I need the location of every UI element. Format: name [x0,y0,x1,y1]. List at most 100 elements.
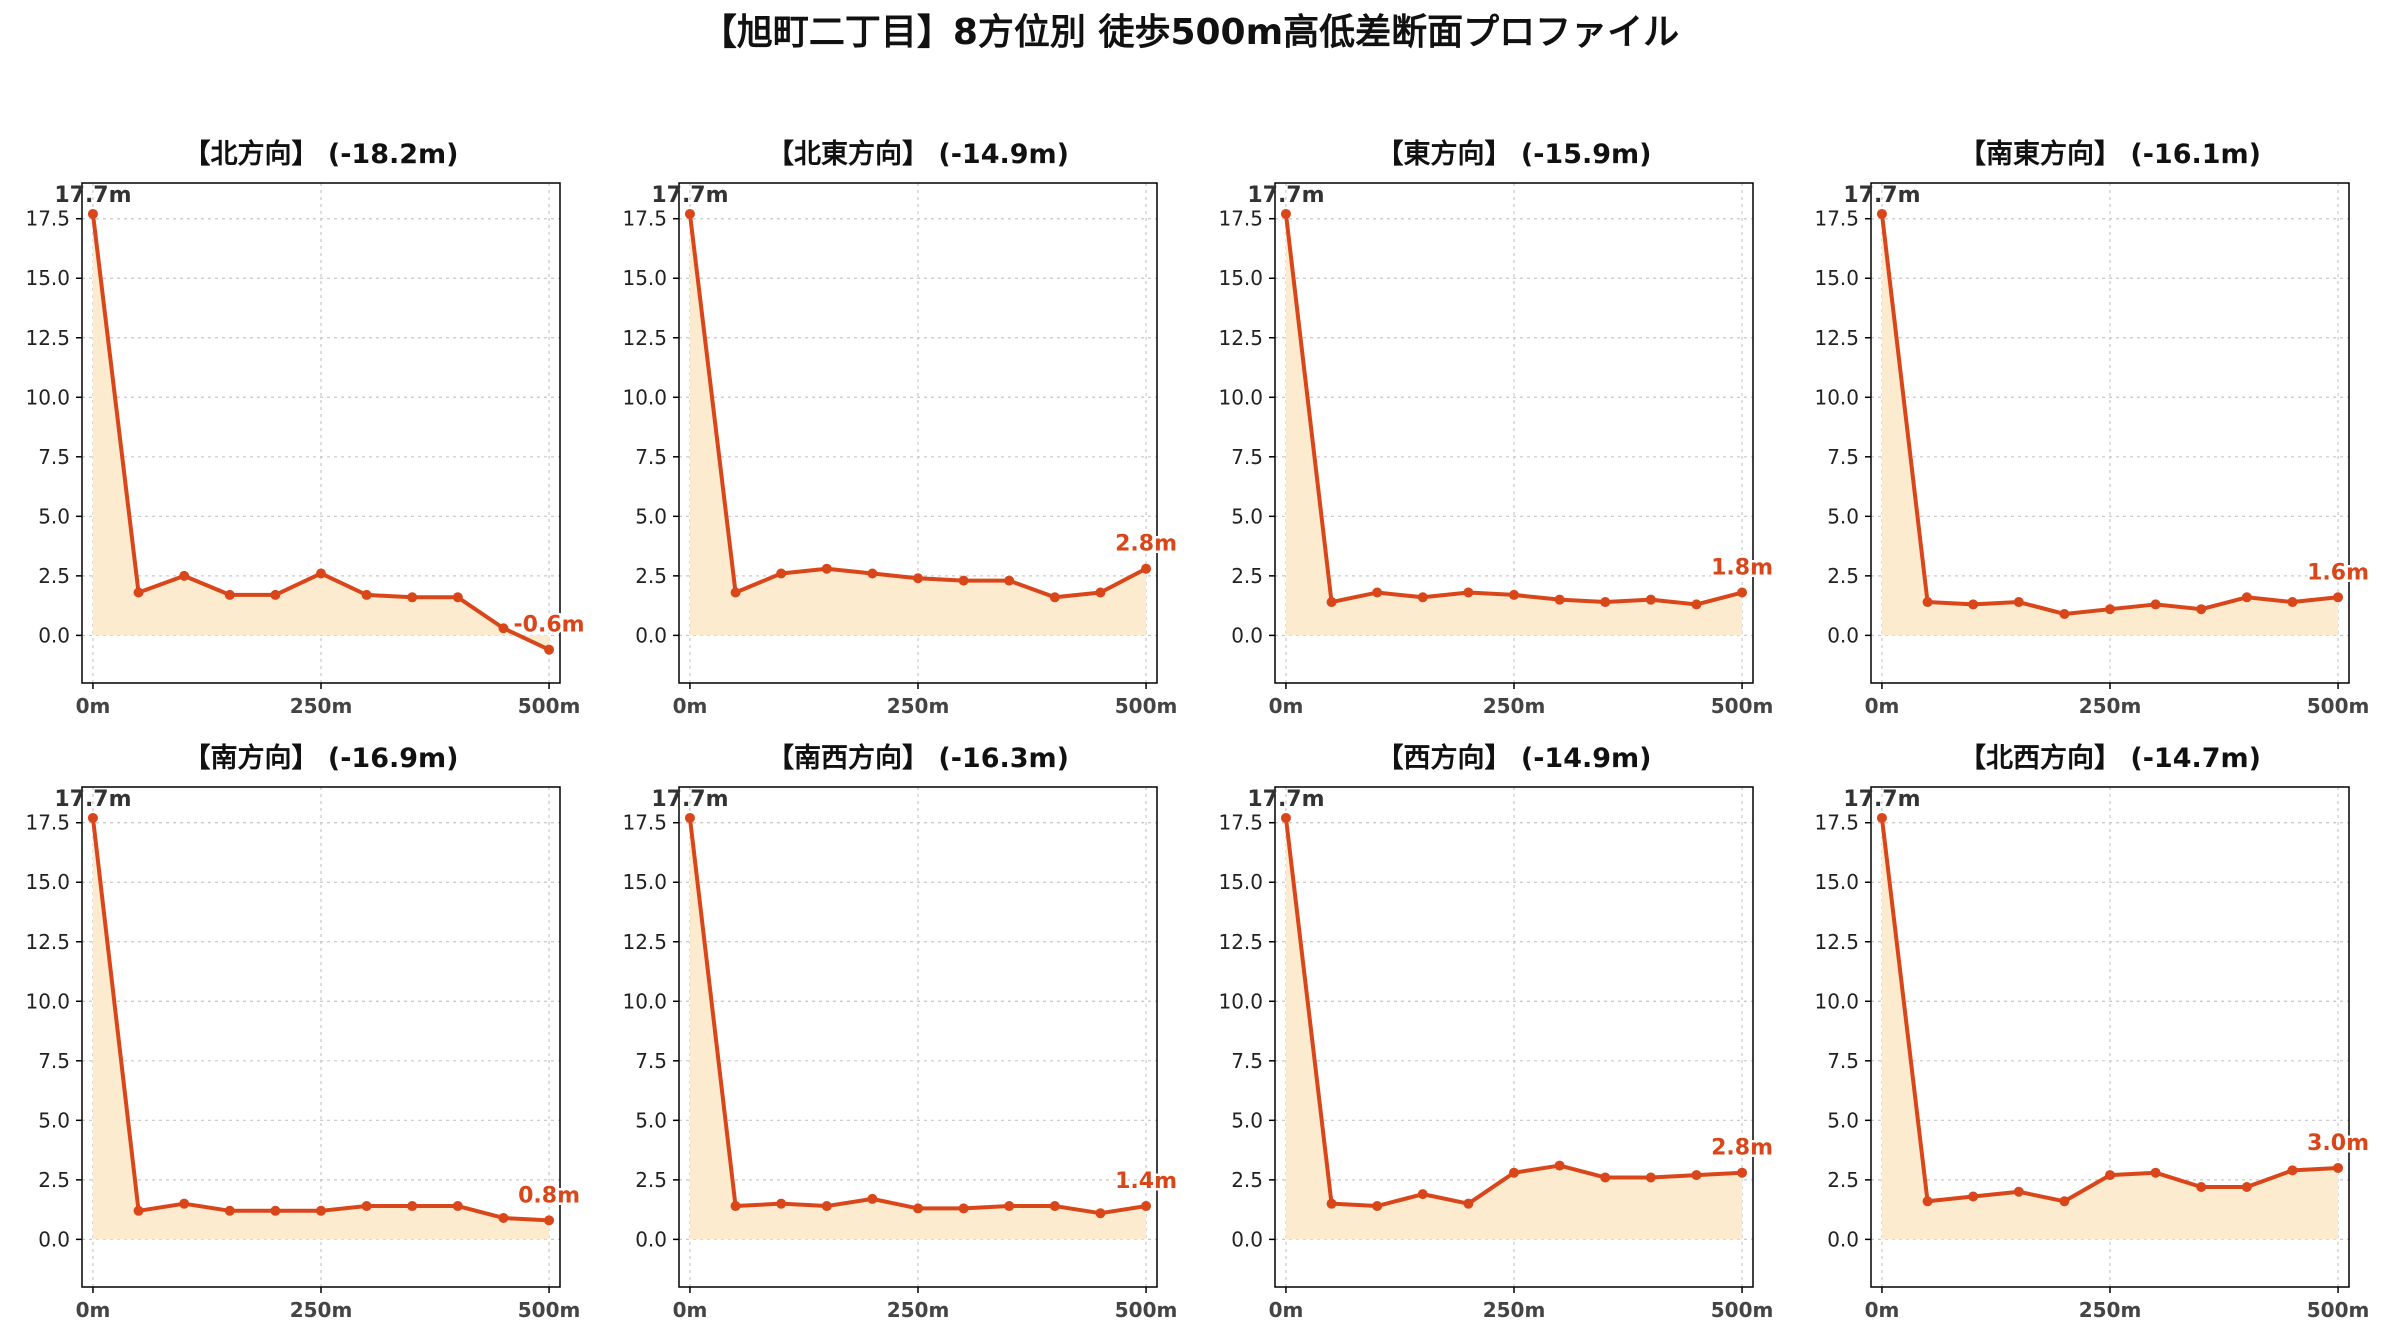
y-tick-label: 0.0 [38,1227,70,1251]
y-tick-label: 17.5 [25,207,70,231]
y-tick-label: 0.0 [635,1227,667,1251]
data-point [2196,1182,2207,1192]
y-tick-label: 0.0 [1231,623,1263,647]
x-tick-label: 250m [887,1298,950,1322]
data-point [1326,1198,1337,1209]
y-tick-label: 7.5 [1827,445,1859,469]
data-point [776,1198,787,1209]
y-tick-label: 5.0 [1231,504,1263,528]
profile-panel: 【北東方向】 (-14.9m) 0.0 2.5 5.0 7.5 10.0 12.5 15.0 1… [622,138,1179,718]
elevation-area [1881,817,2339,1240]
data-point [1141,1201,1152,1212]
profile-panel: 【北西方向】 (-14.7m) 0.0 2.5 5.0 7.5 10.0 12.5 15.0 1… [1814,742,2371,1322]
y-tick-label: 12.5 [622,326,667,350]
x-tick-label: 250m [2079,1298,2142,1322]
y-tick-label: 17.5 [1218,207,1263,231]
y-tick-label: 0.0 [38,623,70,647]
data-point [2105,604,2115,615]
x-tick-label: 0m [1865,694,1900,718]
y-tick-label: 15.0 [1814,266,1859,290]
y-tick-label: 17.5 [622,207,667,231]
start-elevation-label: 17.7m [651,787,728,812]
data-point [2150,599,2161,610]
y-tick-label: 0.0 [1827,623,1859,647]
y-tick-label: 15.0 [1218,266,1263,290]
end-elevation-label: 0.8m [518,1183,580,1208]
elevation-area [1285,213,1743,636]
data-point [1326,597,1337,608]
x-tick-label: 500m [518,694,581,718]
data-point [1922,597,1933,608]
panels-container: 【北方向】 (-18.2m) 0.0 2.5 5.0 7.5 10.0 12.5 15.0 17… [25,138,2371,1322]
x-tick-label: 500m [1115,694,1178,718]
data-point [913,1203,923,1214]
data-point [1737,1167,1748,1178]
data-point [498,1212,509,1223]
data-point [2287,1165,2298,1176]
data-point [1876,208,1887,219]
end-elevation-label: 3.0m [2307,1131,2369,1156]
data-point [958,1203,969,1214]
y-tick-label: 10.0 [1814,385,1859,409]
x-tick-label: 250m [1483,1298,1546,1322]
data-point [87,812,98,823]
elevation-area [92,213,550,650]
y-tick-label: 0.0 [1827,1227,1859,1251]
end-elevation-label: 1.4m [1115,1169,1177,1194]
data-point [821,1201,832,1212]
data-point [2013,1186,2024,1197]
x-tick-label: 250m [2079,694,2142,718]
elevation-area [689,213,1147,636]
panel-title: 【北方向】 (-18.2m) [183,138,458,170]
start-elevation-label: 17.7m [1843,183,1920,208]
y-tick-label: 7.5 [635,1049,667,1073]
data-point [1968,1191,1979,1202]
data-point [270,589,281,600]
x-tick-label: 0m [76,1298,111,1322]
start-elevation-label: 17.7m [1247,183,1324,208]
data-point [407,592,418,603]
data-point [1554,594,1565,605]
y-tick-label: 2.5 [38,564,70,588]
end-elevation-label: 1.8m [1711,556,1773,581]
x-tick-label: 0m [76,694,111,718]
data-point [867,568,878,579]
data-point [498,623,509,634]
y-tick-label: 12.5 [1218,326,1263,350]
start-elevation-label: 17.7m [1247,787,1324,812]
data-point [1280,812,1291,823]
y-tick-label: 17.5 [1814,811,1859,835]
data-point [821,563,832,574]
data-point [361,589,372,600]
data-point [1095,587,1106,598]
y-tick-label: 10.0 [25,989,70,1013]
data-point [452,1201,463,1212]
y-tick-label: 5.0 [38,504,70,528]
start-elevation-label: 17.7m [54,787,131,812]
data-point [1645,1172,1656,1183]
data-point [1280,208,1291,219]
data-point [1372,587,1383,598]
y-tick-label: 15.0 [25,870,70,894]
data-point [1876,812,1887,823]
data-point [544,1215,555,1226]
data-point [2333,1162,2344,1173]
data-point [730,1201,741,1212]
end-elevation-label: 2.8m [1115,532,1177,557]
data-point [1554,1160,1565,1171]
y-tick-label: 12.5 [1814,930,1859,954]
data-point [1004,575,1015,586]
panel-title: 【北東方向】 (-14.9m) [767,138,1069,170]
data-point [224,589,235,600]
data-point [1600,1172,1611,1183]
data-point [316,1205,326,1216]
y-tick-label: 15.0 [1218,870,1263,894]
data-point [1141,563,1152,574]
data-point [1600,597,1611,608]
data-point [544,644,555,655]
data-point [1049,1201,1060,1212]
x-tick-label: 0m [1865,1298,1900,1322]
panel-title: 【南方向】 (-16.9m) [183,742,458,774]
profile-panel: 【東方向】 (-15.9m) 0.0 2.5 5.0 7.5 10.0 12.5 15.0 17… [1218,138,1775,718]
